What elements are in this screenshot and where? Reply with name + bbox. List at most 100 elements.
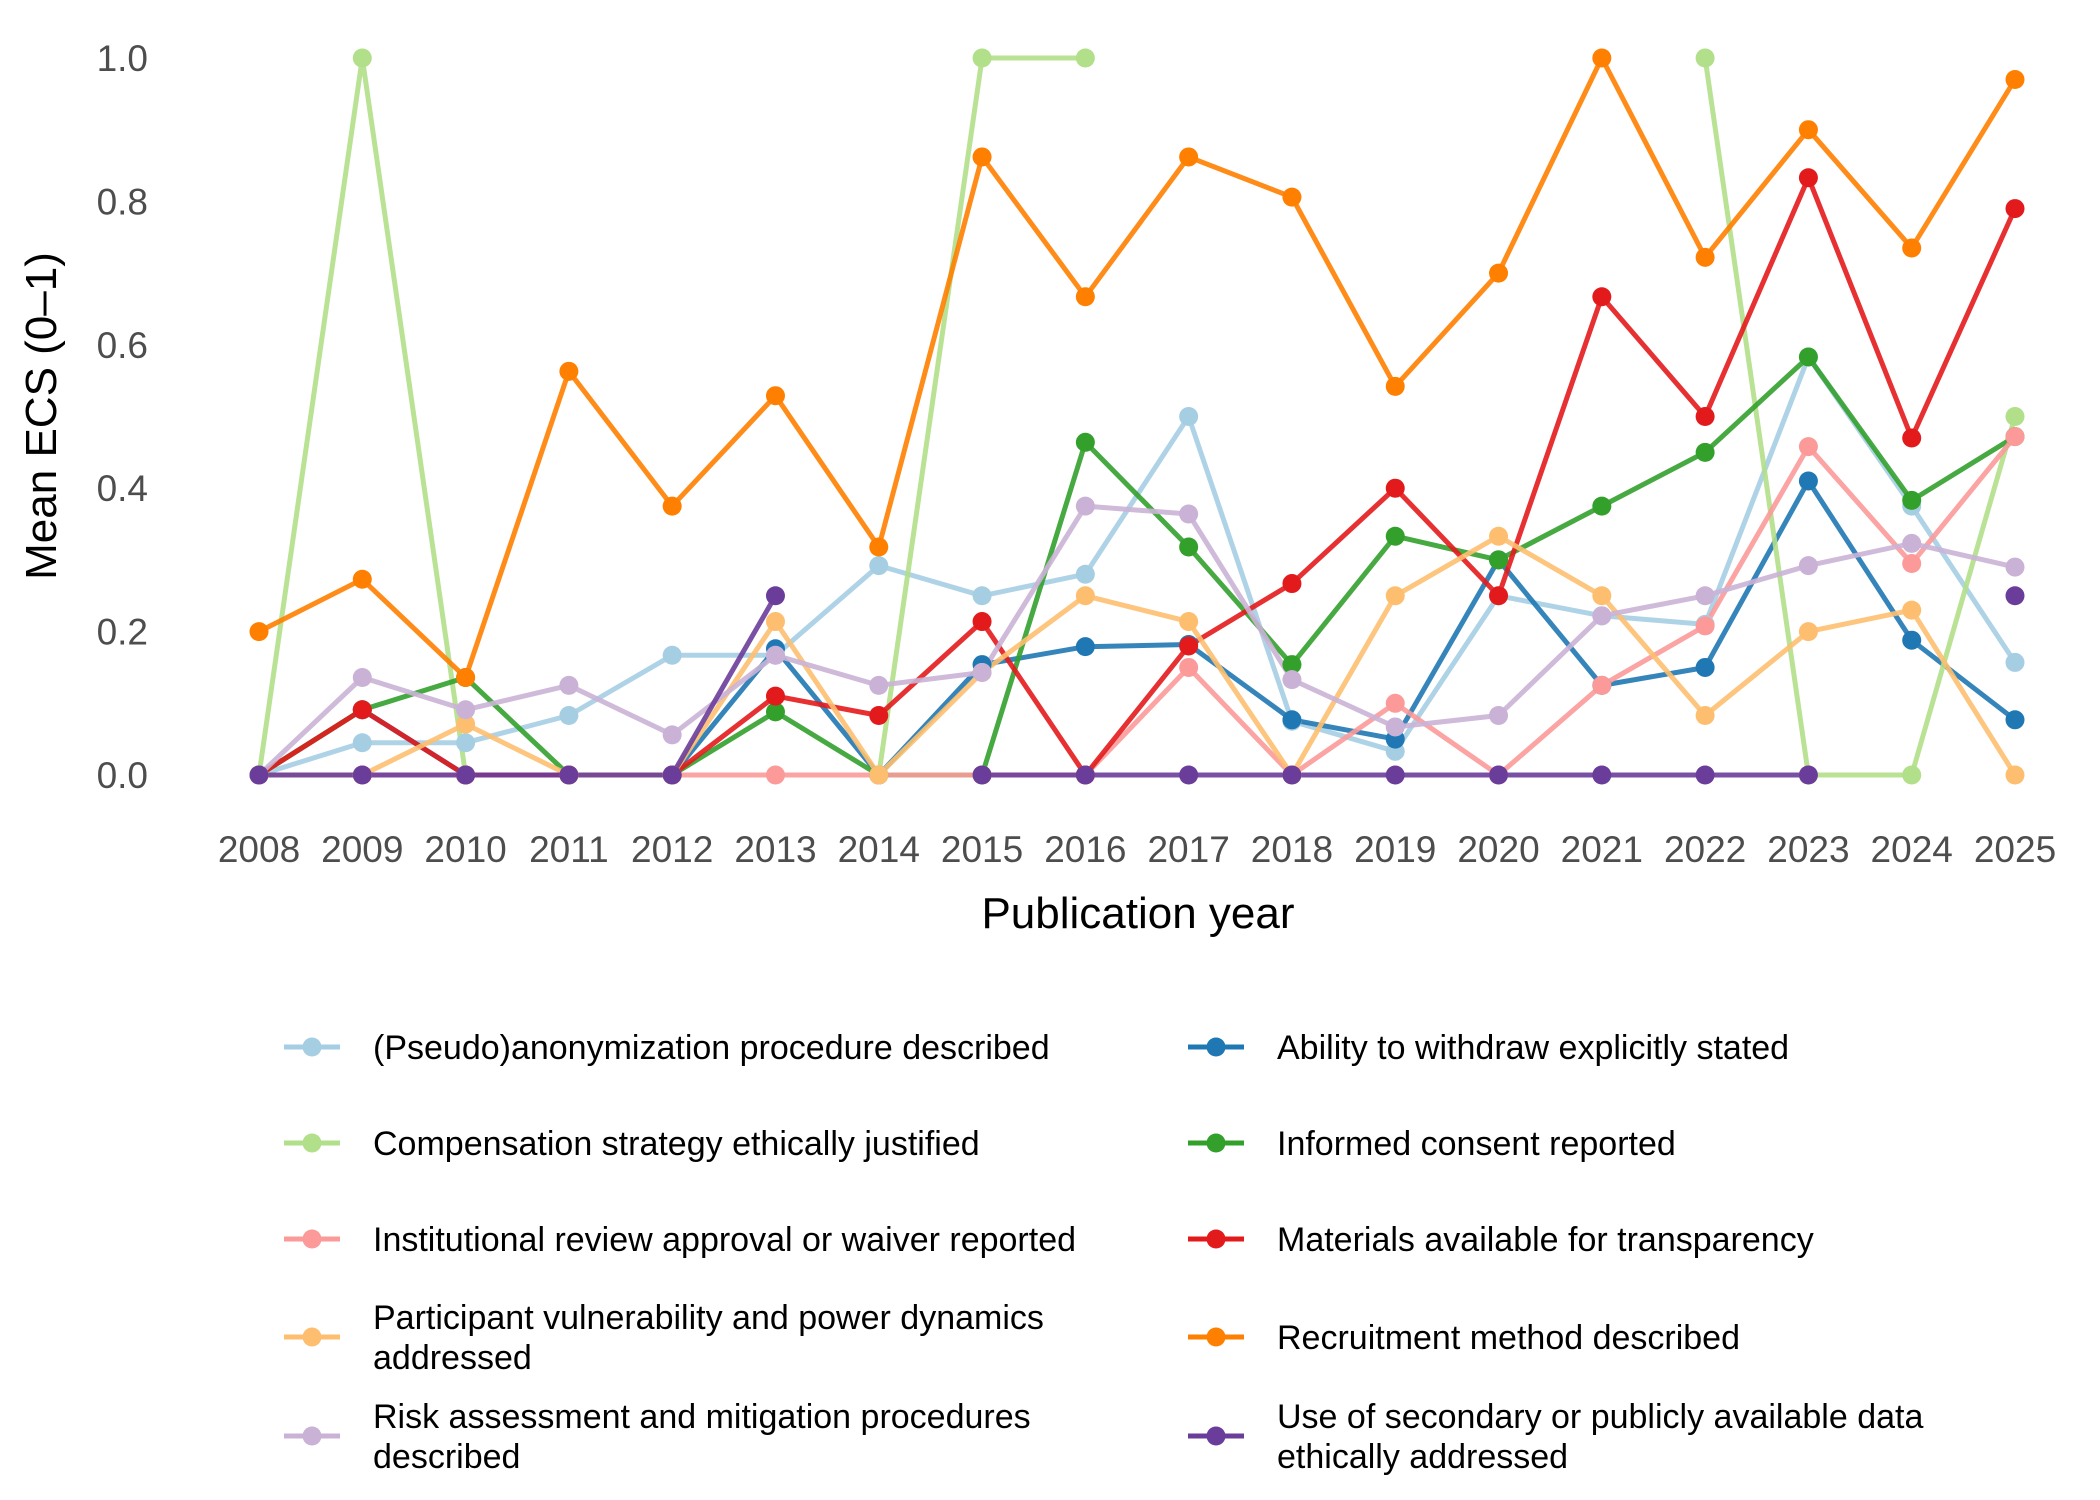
series-8-point [1798, 120, 1818, 140]
series-9-point [1075, 496, 1095, 516]
x-tick-label: 2022 [1664, 829, 1746, 870]
series-1-point [1075, 564, 1095, 584]
series-8-point [456, 667, 476, 687]
series-3-point [1902, 765, 1922, 785]
series-8-point [2005, 70, 2025, 90]
legend-label: Compensation strategy ethically justifie… [373, 1125, 980, 1163]
series-8-point [1489, 263, 1509, 283]
series-9-point [1385, 717, 1405, 737]
legend-label: (Pseudo)anonymization procedure describe… [373, 1029, 1050, 1067]
series-6-point [869, 705, 889, 725]
series-9-point [1695, 586, 1715, 606]
legend-label: Materials available for transparency [1277, 1221, 1814, 1259]
series-7-point [1798, 622, 1818, 642]
series-8-point [972, 147, 992, 167]
series-4-point [1489, 550, 1509, 570]
series-5-point [1695, 616, 1715, 636]
series-8-point [1075, 287, 1095, 307]
x-tick-label: 2024 [1871, 829, 1953, 870]
series-1-point [456, 733, 476, 753]
series-10-point [1489, 765, 1509, 785]
series-10-point [352, 765, 372, 785]
y-tick-label: 0.4 [97, 468, 148, 509]
series-9-point [869, 675, 889, 695]
series-8-point [352, 569, 372, 589]
series-7-point [1902, 600, 1922, 620]
legend-swatch-point [302, 1327, 322, 1347]
series-8-point [1695, 247, 1715, 267]
x-axis-title: Publication year [981, 889, 1294, 938]
x-tick-label: 2013 [734, 829, 816, 870]
x-tick-label: 2016 [1044, 829, 1126, 870]
series-6-point [1179, 636, 1199, 656]
series-5-line [259, 435, 2017, 778]
series-4-point [1179, 537, 1199, 557]
legend: (Pseudo)anonymization procedure describe… [284, 1029, 1923, 1476]
legend-label: described [373, 1438, 520, 1476]
series-1-point [352, 733, 372, 753]
legend-label: Recruitment method described [1277, 1319, 1740, 1357]
y-axis-ticks: 0.0 0.2 0.4 0.6 0.8 1.0 [97, 38, 148, 796]
series-8-point [1282, 187, 1302, 207]
series-6-point [1282, 574, 1302, 594]
series-9-point [1489, 705, 1509, 725]
legend-item: Participant vulnerability and power dyna… [284, 1299, 1044, 1377]
y-axis-title: Mean ECS (0–1) [17, 252, 66, 580]
series-7-point [1385, 586, 1405, 606]
series-10-point [456, 765, 476, 785]
x-tick-label: 2017 [1147, 829, 1229, 870]
x-tick-label: 2020 [1457, 829, 1539, 870]
series-5-point [1798, 437, 1818, 457]
series-6-point [1902, 428, 1922, 448]
series-9-point [352, 667, 372, 687]
legend-swatch-point [302, 1133, 322, 1153]
series-3-point [352, 48, 372, 68]
series-2-point [1282, 710, 1302, 730]
series-8-point [1902, 238, 1922, 258]
y-tick-label: 0.2 [97, 612, 148, 653]
x-axis-ticks: 2008 2009 2010 2011 2012 2013 2014 2015 2016 2017… [218, 829, 2056, 870]
series-points [249, 48, 2025, 785]
series-10-point [1179, 765, 1199, 785]
series-6-point [352, 700, 372, 720]
series-2-point [1902, 630, 1922, 650]
series-10-point [1385, 765, 1405, 785]
y-tick-label: 0.0 [97, 755, 148, 796]
series-4-point [1282, 655, 1302, 675]
y-tick-label: 0.8 [97, 181, 148, 222]
legend-swatch-point [1206, 1037, 1226, 1057]
x-tick-label: 2018 [1251, 829, 1333, 870]
legend-item: Risk assessment and mitigation procedure… [284, 1398, 1031, 1476]
series-4-point [1902, 490, 1922, 510]
legend-swatch-point [1206, 1426, 1226, 1446]
series-7-point [869, 765, 889, 785]
series-1-point [559, 705, 579, 725]
legend-swatch-point [302, 1229, 322, 1249]
x-tick-label: 2014 [838, 829, 920, 870]
series-7-point [1695, 705, 1715, 725]
series-10-point [559, 765, 579, 785]
x-tick-label: 2015 [941, 829, 1023, 870]
series-10-point [249, 765, 269, 785]
series-10-point [1695, 765, 1715, 785]
series-8-point [662, 496, 682, 516]
series-3-line [1702, 57, 2018, 778]
series-9-point [1798, 556, 1818, 576]
series-8-line [257, 55, 2018, 680]
series-9-point [456, 700, 476, 720]
series-4-point [1592, 496, 1612, 516]
series-8-point [869, 537, 889, 557]
series-7-point [2005, 765, 2025, 785]
x-tick-label: 2011 [529, 829, 609, 870]
series-1-point [972, 586, 992, 606]
series-4-point [1798, 347, 1818, 367]
series-7-point [1592, 586, 1612, 606]
series-9-point [1282, 670, 1302, 690]
series-2-point [1798, 471, 1818, 491]
series-6-line [257, 175, 2018, 778]
series-6-point [1592, 287, 1612, 307]
series-2-point [1695, 657, 1715, 677]
legend-label: ethically addressed [1277, 1438, 1568, 1476]
series-9-point [2005, 557, 2025, 577]
series-10-point [662, 765, 682, 785]
